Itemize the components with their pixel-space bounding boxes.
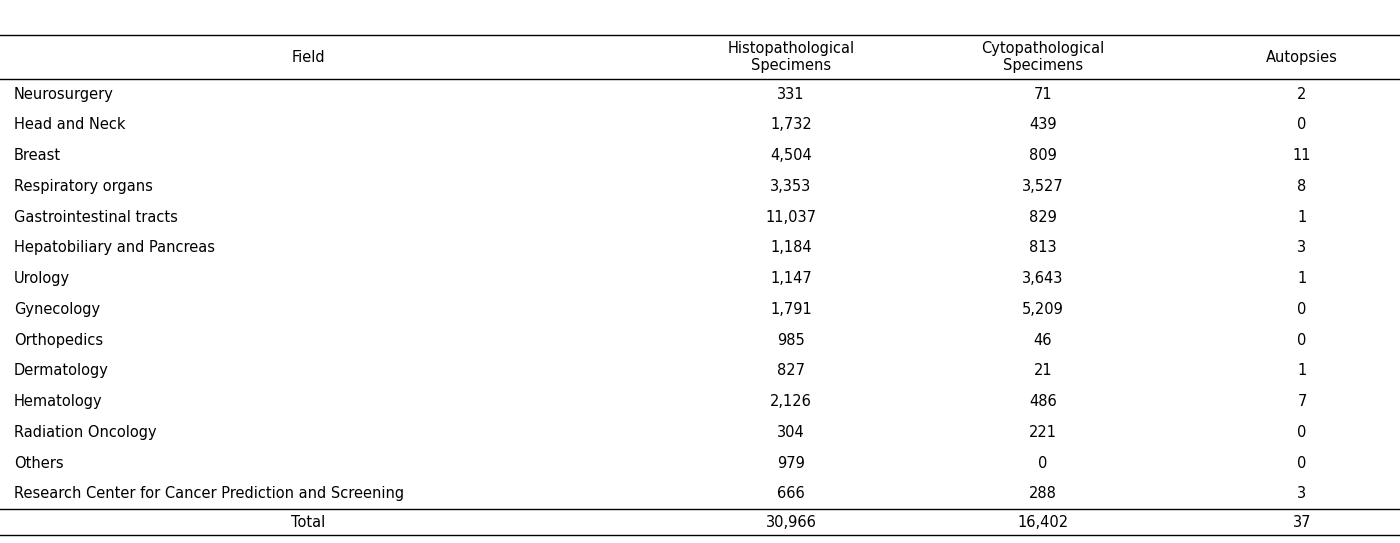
Text: 827: 827 (777, 363, 805, 378)
Text: 439: 439 (1029, 117, 1057, 132)
Text: Field: Field (291, 49, 325, 65)
Text: 0: 0 (1298, 333, 1306, 348)
Text: 809: 809 (1029, 148, 1057, 163)
Text: 1: 1 (1298, 210, 1306, 225)
Text: 288: 288 (1029, 487, 1057, 501)
Text: Research Center for Cancer Prediction and Screening: Research Center for Cancer Prediction an… (14, 487, 405, 501)
Text: 331: 331 (777, 87, 805, 102)
Text: 979: 979 (777, 456, 805, 471)
Text: 3,527: 3,527 (1022, 179, 1064, 194)
Text: Respiratory organs: Respiratory organs (14, 179, 153, 194)
Text: 813: 813 (1029, 241, 1057, 255)
Text: 2,126: 2,126 (770, 394, 812, 409)
Text: Gynecology: Gynecology (14, 302, 101, 317)
Text: 1,732: 1,732 (770, 117, 812, 132)
Text: 3,353: 3,353 (770, 179, 812, 194)
Text: Cytopathological
Specimens: Cytopathological Specimens (981, 41, 1105, 73)
Text: Urology: Urology (14, 271, 70, 286)
Text: 3: 3 (1298, 241, 1306, 255)
Text: 666: 666 (777, 487, 805, 501)
Text: 37: 37 (1292, 515, 1312, 529)
Text: 7: 7 (1298, 394, 1306, 409)
Text: 11,037: 11,037 (766, 210, 816, 225)
Text: Orthopedics: Orthopedics (14, 333, 104, 348)
Text: 486: 486 (1029, 394, 1057, 409)
Text: 1,184: 1,184 (770, 241, 812, 255)
Text: 11: 11 (1292, 148, 1312, 163)
Text: Histopathological
Specimens: Histopathological Specimens (728, 41, 854, 73)
Text: 0: 0 (1298, 456, 1306, 471)
Text: 304: 304 (777, 425, 805, 440)
Text: 2: 2 (1298, 87, 1306, 102)
Text: 0: 0 (1039, 456, 1047, 471)
Text: 30,966: 30,966 (766, 515, 816, 529)
Text: 16,402: 16,402 (1018, 515, 1068, 529)
Text: 1: 1 (1298, 271, 1306, 286)
Text: 985: 985 (777, 333, 805, 348)
Text: Others: Others (14, 456, 63, 471)
Text: Radiation Oncology: Radiation Oncology (14, 425, 157, 440)
Text: Breast: Breast (14, 148, 62, 163)
Text: Autopsies: Autopsies (1266, 49, 1338, 65)
Text: Head and Neck: Head and Neck (14, 117, 126, 132)
Text: Neurosurgery: Neurosurgery (14, 87, 113, 102)
Text: 4,504: 4,504 (770, 148, 812, 163)
Text: 221: 221 (1029, 425, 1057, 440)
Text: 21: 21 (1033, 363, 1053, 378)
Text: 71: 71 (1033, 87, 1053, 102)
Text: Hematology: Hematology (14, 394, 102, 409)
Text: 3: 3 (1298, 487, 1306, 501)
Text: 0: 0 (1298, 302, 1306, 317)
Text: 0: 0 (1298, 117, 1306, 132)
Text: 46: 46 (1033, 333, 1053, 348)
Text: Hepatobiliary and Pancreas: Hepatobiliary and Pancreas (14, 241, 216, 255)
Text: 829: 829 (1029, 210, 1057, 225)
Text: Dermatology: Dermatology (14, 363, 109, 378)
Text: Total: Total (291, 515, 325, 529)
Text: 1,791: 1,791 (770, 302, 812, 317)
Text: 1: 1 (1298, 363, 1306, 378)
Text: 0: 0 (1298, 425, 1306, 440)
Text: 1,147: 1,147 (770, 271, 812, 286)
Text: Gastrointestinal tracts: Gastrointestinal tracts (14, 210, 178, 225)
Text: 5,209: 5,209 (1022, 302, 1064, 317)
Text: 8: 8 (1298, 179, 1306, 194)
Text: 3,643: 3,643 (1022, 271, 1064, 286)
